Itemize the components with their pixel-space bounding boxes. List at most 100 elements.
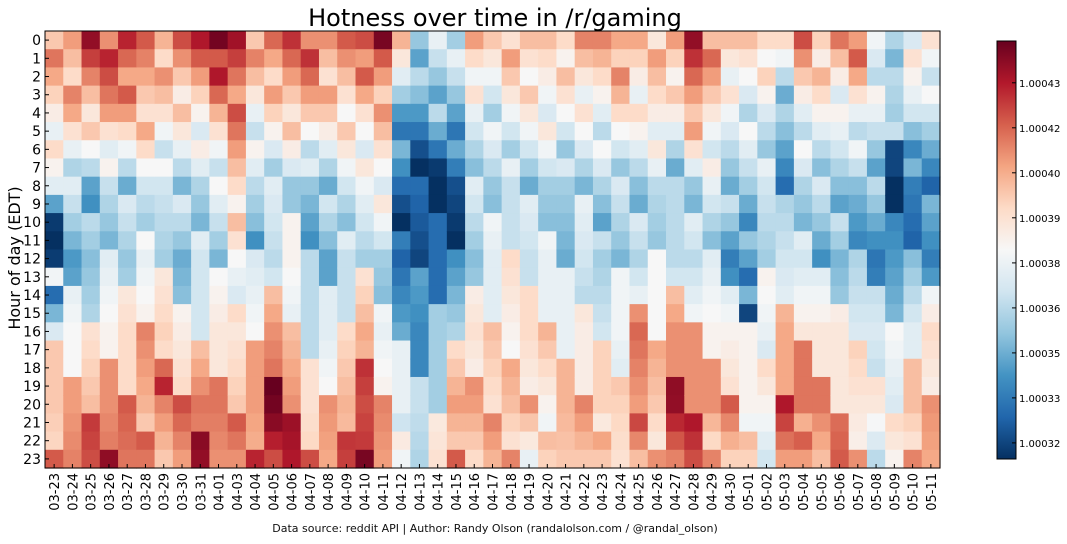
heatmap-cell (538, 85, 558, 105)
heatmap-cell (775, 413, 795, 433)
heatmap-cell (574, 85, 594, 105)
heatmap-cell (355, 31, 375, 50)
heatmap-cell (903, 358, 923, 378)
heatmap-cell (428, 395, 448, 414)
heatmap-cell (465, 376, 484, 396)
heatmap-cell (63, 340, 83, 360)
heatmap-cell (337, 413, 357, 433)
heatmap-cell (428, 249, 448, 269)
heatmap-cell (519, 140, 539, 160)
heatmap-cell (720, 31, 740, 50)
x-tick-label: 04-12 (395, 473, 410, 511)
heatmap-cell (373, 395, 393, 414)
heatmap-cell (392, 158, 411, 178)
heatmap-cell (739, 140, 758, 160)
heatmap-cell (428, 103, 448, 123)
heatmap-cell (538, 103, 558, 123)
heatmap-cell (410, 431, 430, 451)
heatmap-cell (611, 358, 631, 378)
heatmap-cell (373, 449, 393, 469)
heatmap-cell (684, 213, 704, 232)
heatmap-cell (282, 358, 302, 378)
heatmap-cell (501, 122, 521, 141)
heatmap-cell (446, 267, 466, 287)
heatmap-cell (446, 376, 466, 396)
heatmap-cell (647, 431, 667, 451)
heatmap-cell (446, 285, 466, 305)
heatmap-cell (373, 358, 393, 378)
heatmap-cell (136, 376, 156, 396)
heatmap-cell (465, 249, 484, 269)
heatmap-cell (118, 267, 137, 287)
heatmap-cell (866, 431, 886, 451)
heatmap-cell (136, 103, 156, 123)
heatmap-cell (848, 213, 868, 232)
heatmap-cell (812, 267, 832, 287)
heatmap-cell (45, 85, 64, 105)
heatmap-cell (337, 395, 357, 414)
heatmap-cell (318, 413, 338, 433)
heatmap-cell (318, 376, 338, 396)
heatmap-cell (757, 103, 777, 123)
heatmap-cell (793, 140, 813, 160)
heatmap-cell (556, 340, 576, 360)
heatmap-cell (118, 158, 137, 178)
heatmap-cell (501, 103, 521, 123)
heatmap-cell (300, 431, 320, 451)
heatmap-cell (154, 376, 174, 396)
heatmap-cell (592, 213, 612, 232)
heatmap-cell (209, 158, 229, 178)
heatmap-cell (556, 267, 576, 287)
heatmap-cell (337, 158, 357, 178)
heatmap-cell (410, 267, 430, 287)
heatmap-cell (921, 358, 941, 378)
heatmap-cell (903, 249, 923, 269)
x-tick-label: 03-30 (176, 473, 191, 511)
heatmap-cell (775, 376, 795, 396)
heatmap-cell (355, 340, 375, 360)
heatmap-cell (392, 431, 411, 451)
heatmap-cell (373, 249, 393, 269)
heatmap-cell (501, 413, 521, 433)
heatmap-cell (410, 376, 430, 396)
heatmap-cell (848, 158, 868, 178)
heatmap-cell (812, 449, 832, 469)
heatmap-cell (227, 267, 247, 287)
heatmap-cell (465, 231, 484, 251)
x-tick-label: 05-06 (834, 473, 849, 511)
heatmap-cell (172, 431, 192, 451)
heatmap-cell (538, 431, 558, 451)
heatmap-cell (921, 85, 941, 105)
heatmap-cell (538, 285, 558, 305)
heatmap-cell (245, 103, 265, 123)
heatmap-cell (775, 231, 795, 251)
heatmap-cell (885, 85, 905, 105)
heatmap-cell (812, 231, 832, 251)
heatmap-cell (757, 49, 777, 69)
heatmap-cell (666, 213, 685, 232)
heatmap-cell (191, 158, 210, 178)
heatmap-cell (848, 194, 868, 214)
heatmap-cell (410, 85, 430, 105)
heatmap-cell (136, 267, 156, 287)
heatmap-cell (300, 413, 320, 433)
heatmap-cell (99, 413, 119, 433)
heatmap-cell (300, 304, 320, 323)
heatmap-cell (282, 285, 302, 305)
heatmap-cell (465, 395, 484, 414)
heatmap-cell (45, 431, 64, 451)
heatmap-cell (209, 340, 229, 360)
heatmap-cell (830, 67, 850, 87)
heatmap-cell (446, 31, 466, 50)
heatmap-cell (757, 431, 777, 451)
heatmap-cell (629, 122, 649, 141)
heatmap-cell (392, 267, 411, 287)
heatmap-cell (629, 67, 649, 87)
heatmap-cell (428, 67, 448, 87)
y-tick-label: 11 (23, 233, 41, 249)
colorbar-tick-label: 1.00038 (1019, 259, 1060, 270)
heatmap-cell (99, 49, 119, 69)
heatmap-cell (684, 449, 704, 469)
heatmap-cell (154, 322, 174, 342)
heatmap-cell (99, 85, 119, 105)
